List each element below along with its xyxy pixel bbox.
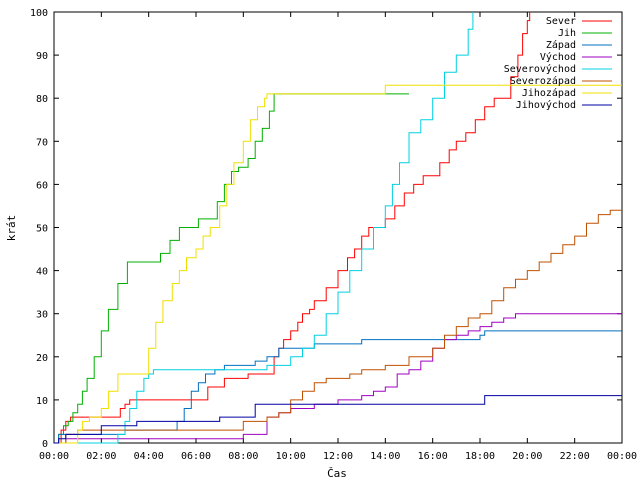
x-tick-label: 20:00 bbox=[512, 451, 542, 462]
x-tick-label: 02:00 bbox=[86, 451, 116, 462]
legend-label: Severovýchod bbox=[504, 63, 576, 75]
y-tick-label: 20 bbox=[36, 353, 48, 364]
y-tick-label: 60 bbox=[36, 180, 48, 191]
y-tick-label: 30 bbox=[36, 310, 48, 321]
y-tick-label: 50 bbox=[36, 224, 48, 235]
axes: 0 10 20 30 40 50 60 70 80 90 100 00:00 02:00 04:00 06:… bbox=[30, 8, 637, 462]
y-tick-label: 70 bbox=[36, 137, 48, 148]
x-tick-label: 16:00 bbox=[418, 451, 448, 462]
x-tick-label: 18:00 bbox=[465, 451, 495, 462]
y-tick-label: 90 bbox=[36, 51, 48, 62]
x-tick-label: 14:00 bbox=[370, 451, 400, 462]
x-tick-label: 06:00 bbox=[181, 451, 211, 462]
x-tick-label: 04:00 bbox=[134, 451, 164, 462]
legend-label: Jihovýchod bbox=[516, 99, 576, 111]
y-tick-label: 40 bbox=[36, 267, 48, 278]
series-line bbox=[54, 12, 474, 444]
series-line bbox=[54, 209, 622, 444]
series-line bbox=[54, 12, 531, 444]
legend-label: Sever bbox=[546, 16, 576, 27]
x-tick-label: 08:00 bbox=[228, 451, 258, 462]
y-tick-label: 80 bbox=[36, 94, 48, 105]
x-axis-title: Čas bbox=[327, 467, 347, 480]
series-line bbox=[54, 93, 409, 444]
legend-label: Jihozápad bbox=[522, 87, 576, 99]
series-line bbox=[54, 313, 622, 444]
legend-label: Západ bbox=[546, 39, 576, 51]
legend-label: Severozápad bbox=[510, 75, 576, 87]
y-tick-label: 10 bbox=[36, 396, 48, 407]
series-line bbox=[54, 84, 622, 444]
x-tick-label: 22:00 bbox=[560, 451, 590, 462]
x-tick-label: 00:00 bbox=[607, 451, 637, 462]
series-line bbox=[54, 330, 622, 444]
series-layer bbox=[54, 12, 622, 444]
legend-label: Východ bbox=[540, 51, 576, 63]
y-axis-title: krát bbox=[5, 215, 18, 242]
legend-label: Jih bbox=[558, 28, 576, 39]
series-line bbox=[54, 395, 622, 444]
x-tick-label: 10:00 bbox=[276, 451, 306, 462]
y-tick-label: 100 bbox=[30, 8, 48, 19]
legend: SeverJihZápadVýchodSeverovýchodSeverozáp… bbox=[504, 16, 612, 111]
y-tick-label: 0 bbox=[42, 439, 48, 450]
x-tick-label: 00:00 bbox=[39, 451, 69, 462]
x-tick-label: 12:00 bbox=[323, 451, 353, 462]
